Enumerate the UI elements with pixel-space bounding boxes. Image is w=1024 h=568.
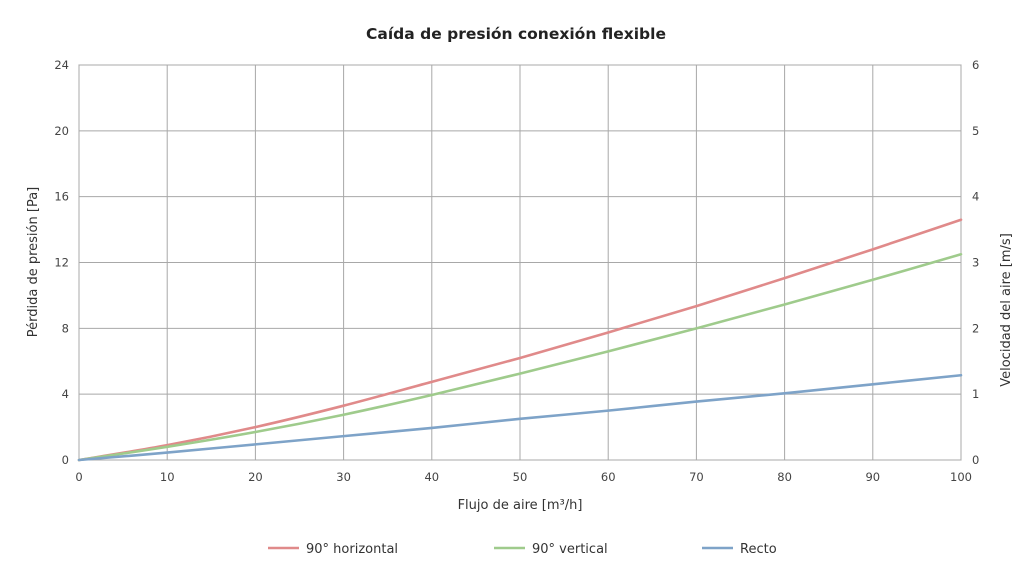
legend-label: Recto xyxy=(740,542,777,557)
x-axis-ticks: 0 10 20 30 40 50 60 70 80 90 100 xyxy=(75,470,972,484)
y2-axis-ticks: 0 1 2 3 4 5 6 xyxy=(972,58,979,467)
y2-tick-label: 2 xyxy=(972,321,979,335)
chart-title: Caída de presión conexión flexible xyxy=(366,25,666,43)
series-lines xyxy=(77,218,963,462)
x-tick-label: 100 xyxy=(950,470,972,484)
y-tick-label: 8 xyxy=(62,321,69,335)
y-tick-label: 16 xyxy=(54,190,69,204)
legend-item-90-vertical: 90° vertical xyxy=(494,542,608,557)
y-tick-label: 12 xyxy=(54,256,69,270)
y2-tick-label: 3 xyxy=(972,256,979,270)
legend: 90° horizontal 90° vertical Recto xyxy=(268,542,777,557)
x-tick-label: 0 xyxy=(75,470,82,484)
legend-item-90-horizontal: 90° horizontal xyxy=(268,542,398,557)
x-tick-label: 80 xyxy=(777,470,792,484)
legend-label: 90° horizontal xyxy=(306,542,398,557)
y2-tick-label: 0 xyxy=(972,453,979,467)
x-tick-label: 60 xyxy=(601,470,616,484)
y2-tick-label: 1 xyxy=(972,387,979,401)
y2-tick-label: 4 xyxy=(972,190,979,204)
series-line-recto xyxy=(77,373,963,462)
y2-axis-label: Velocidad del aire [m/s] xyxy=(999,233,1014,387)
y-axis-ticks: 0 4 8 12 16 20 24 xyxy=(54,58,69,467)
x-tick-label: 70 xyxy=(689,470,704,484)
x-tick-label: 30 xyxy=(336,470,351,484)
y-tick-label: 24 xyxy=(54,58,69,72)
x-tick-label: 20 xyxy=(248,470,263,484)
x-tick-label: 90 xyxy=(865,470,880,484)
y-axis-label: Pérdida de presión [Pa] xyxy=(26,187,41,337)
y-tick-label: 20 xyxy=(54,124,69,138)
x-tick-label: 10 xyxy=(160,470,175,484)
series-line-90-horizontal xyxy=(77,218,963,462)
series-line-90-vertical xyxy=(77,252,963,462)
legend-label: 90° vertical xyxy=(532,542,608,557)
x-tick-label: 50 xyxy=(513,470,528,484)
x-tick-label: 40 xyxy=(424,470,439,484)
y2-tick-label: 5 xyxy=(972,124,979,138)
y-tick-label: 0 xyxy=(62,453,69,467)
legend-item-recto: Recto xyxy=(702,542,777,557)
y-tick-label: 4 xyxy=(62,387,69,401)
y2-tick-label: 6 xyxy=(972,58,979,72)
x-axis-label: Flujo de aire [m³/h] xyxy=(458,498,583,513)
